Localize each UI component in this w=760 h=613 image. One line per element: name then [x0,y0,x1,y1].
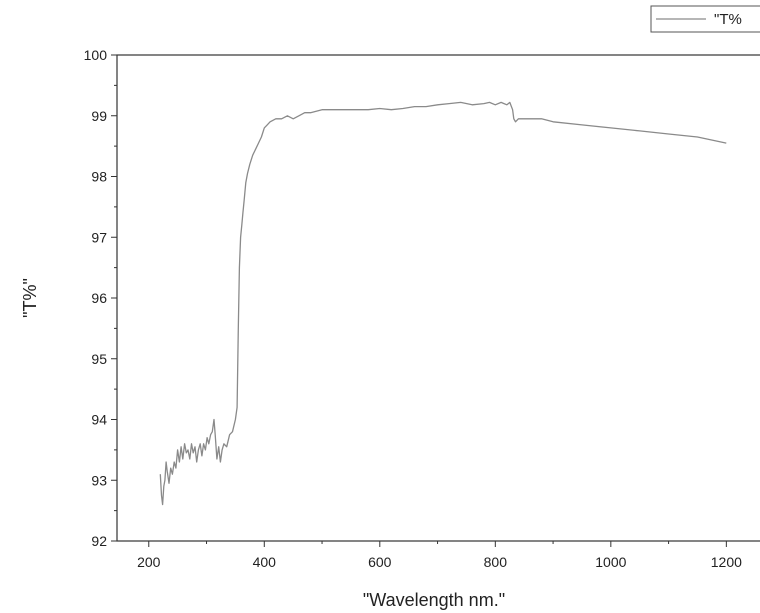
x-tick-label: 200 [137,554,161,570]
y-tick-label: 99 [91,108,107,124]
x-tick-label: 1200 [711,554,742,570]
x-tick-label: 800 [484,554,508,570]
y-tick-label: 100 [84,47,108,63]
plot-area [116,54,760,542]
x-axis-title: "Wavelength nm." [363,590,505,610]
x-tick-label: 1000 [595,554,626,570]
plot-frame [116,54,760,542]
series-layer [159,101,727,506]
x-axis: 200 400 600 800 1000 1200 [137,541,742,570]
legend: "T% [650,5,760,33]
x-tick-label: 400 [253,554,277,570]
y-tick-label: 92 [91,533,107,549]
y-tick-label: 95 [91,351,107,367]
y-axis: 92 93 94 95 96 97 98 99 100 [84,47,117,549]
y-tick-label: 96 [91,290,107,306]
y-tick-label: 97 [91,229,107,245]
x-tick-label: 600 [368,554,392,570]
y-tick-label: 94 [91,412,107,428]
transmittance-series-line [159,101,727,506]
y-tick-label: 93 [91,472,107,488]
y-tick-label: 98 [91,169,107,185]
y-axis-title: "T%" [20,278,40,318]
legend-label: "T% [714,11,742,28]
